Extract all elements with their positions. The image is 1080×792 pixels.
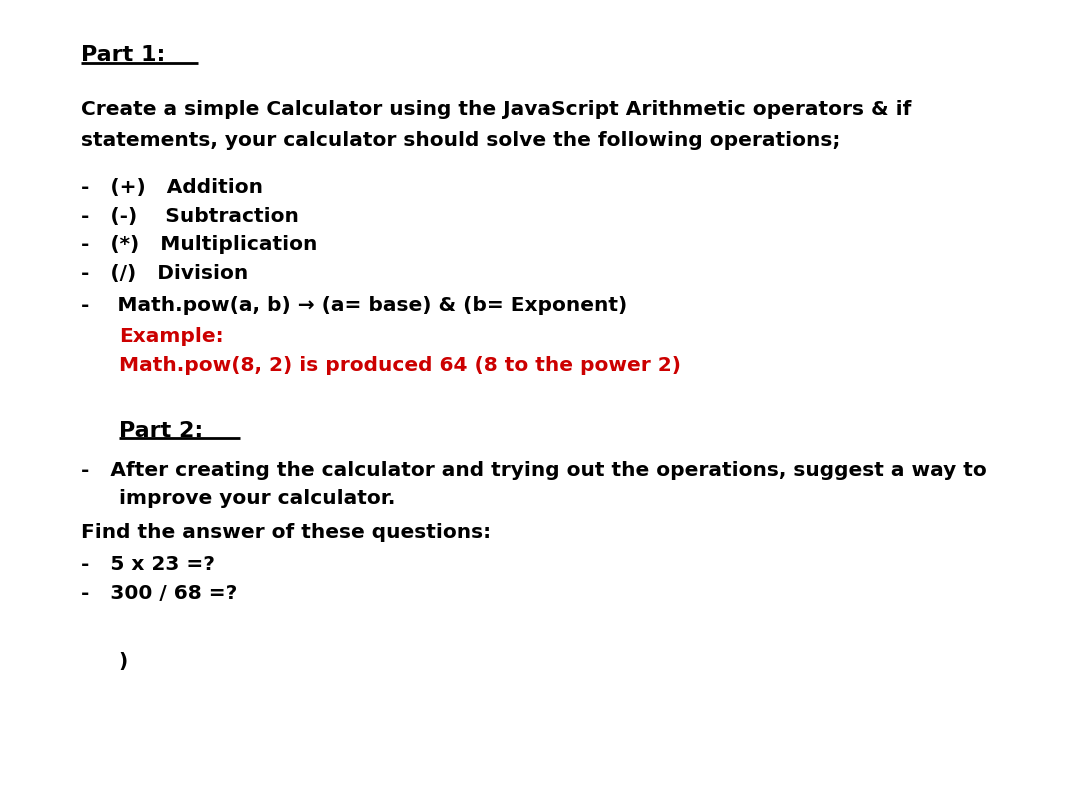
Text: statements, your calculator should solve the following operations;: statements, your calculator should solve…: [81, 131, 840, 150]
Text: -   (*)   Multiplication: - (*) Multiplication: [81, 235, 318, 254]
Text: Math.pow(8, 2) is produced 64 (8 to the power 2): Math.pow(8, 2) is produced 64 (8 to the …: [119, 356, 680, 375]
Text: Part 1:: Part 1:: [81, 45, 165, 66]
Text: -   (+)   Addition: - (+) Addition: [81, 178, 264, 197]
Text: -   5 x 23 =?: - 5 x 23 =?: [81, 555, 215, 574]
Text: Part 2:: Part 2:: [119, 421, 203, 441]
Text: Example:: Example:: [119, 327, 224, 346]
Text: ): ): [119, 652, 129, 671]
Text: -    Math.pow(a, b) → (a= base) & (b= Exponent): - Math.pow(a, b) → (a= base) & (b= Expon…: [81, 296, 627, 315]
Text: improve your calculator.: improve your calculator.: [119, 489, 395, 508]
Text: Find the answer of these questions:: Find the answer of these questions:: [81, 523, 491, 542]
Text: -   After creating the calculator and trying out the operations, suggest a way t: - After creating the calculator and tryi…: [81, 461, 987, 480]
Text: Create a simple Calculator using the JavaScript Arithmetic operators & if: Create a simple Calculator using the Jav…: [81, 100, 912, 119]
Text: -   (/)   Division: - (/) Division: [81, 264, 248, 283]
Text: -   (-)    Subtraction: - (-) Subtraction: [81, 207, 299, 226]
Text: -   300 / 68 =?: - 300 / 68 =?: [81, 584, 238, 603]
